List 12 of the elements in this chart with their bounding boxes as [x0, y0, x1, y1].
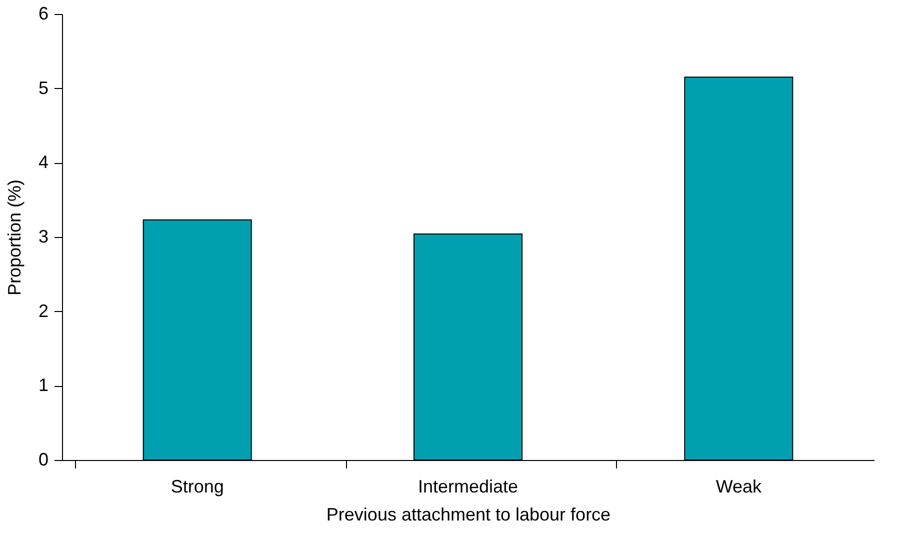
y-tick-label: 0: [38, 450, 48, 470]
x-tick-label: Strong: [170, 476, 224, 496]
y-tick-label: 6: [38, 4, 48, 24]
y-tick-label: 4: [38, 152, 48, 172]
x-axis-title: Previous attachment to labour force: [326, 504, 611, 524]
y-axis-title: Proportion (%): [4, 179, 24, 296]
y-tick-label: 2: [38, 300, 48, 321]
x-tick-label: Weak: [716, 476, 763, 496]
y-tick-label: 3: [38, 226, 48, 246]
y-tick-label: 1: [38, 375, 48, 396]
y-tick-label: 5: [38, 78, 48, 98]
x-tick-label: Intermediate: [418, 476, 518, 496]
